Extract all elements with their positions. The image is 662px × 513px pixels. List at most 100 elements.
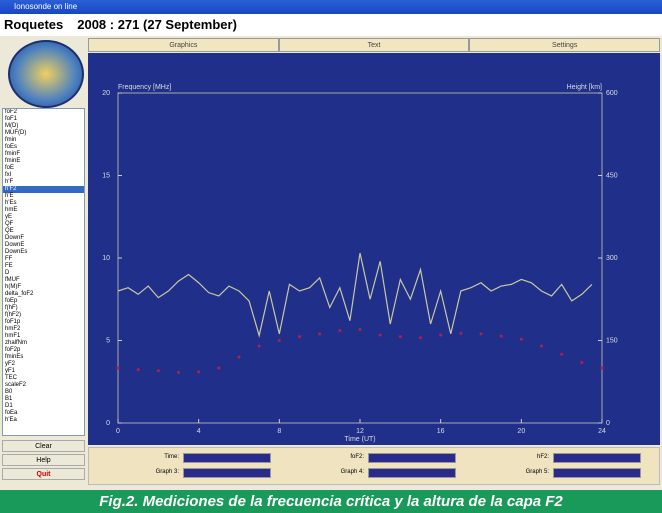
data-point <box>116 366 120 370</box>
title-bar: Ionosonde on line <box>0 0 662 14</box>
parameter-item[interactable]: yF2 <box>5 361 16 367</box>
data-point <box>419 336 422 340</box>
data-point <box>580 361 584 364</box>
x-tick-label: 8 <box>277 428 281 435</box>
parameter-item[interactable]: yE <box>5 214 13 220</box>
button[interactable]: Help <box>2 454 85 466</box>
y-tick-label: 15 <box>102 173 110 180</box>
field-box <box>553 453 641 463</box>
parameter-item[interactable]: foF2p <box>5 347 21 353</box>
parameter-item[interactable]: M(D) <box>5 123 19 129</box>
parameter-item[interactable]: D1 <box>5 403 13 409</box>
field-box <box>553 468 641 478</box>
parameter-item[interactable]: hmF2 <box>5 326 21 332</box>
station: Roquetes <box>4 17 64 32</box>
parameter-item[interactable]: fminF <box>5 151 20 157</box>
data-point <box>519 337 523 341</box>
field-box <box>183 453 271 463</box>
data-point <box>560 352 564 356</box>
parameter-item[interactable]: fminE <box>5 158 21 164</box>
parameter-item[interactable]: hmF1 <box>5 333 21 339</box>
parameter-item[interactable]: foF1 <box>5 116 18 122</box>
parameter-item[interactable]: DownF <box>5 235 25 241</box>
parameter-item[interactable]: h'E <box>5 193 14 199</box>
parameter-item[interactable]: h'Es <box>5 200 17 206</box>
parameter-item[interactable]: foEs <box>5 144 18 150</box>
y2-tick-label: 300 <box>606 255 618 262</box>
x-axis-label: Time (UT) <box>344 436 375 443</box>
parameter-item[interactable]: B0 <box>5 389 13 395</box>
parameter-item[interactable]: QE <box>5 228 14 234</box>
parameter-item[interactable]: DownEs <box>5 249 28 255</box>
parameter-item[interactable]: foEp <box>5 298 18 304</box>
parameter-item[interactable]: h'Ea <box>5 417 17 423</box>
parameter-item[interactable]: f(hF) <box>5 305 18 311</box>
parameter-item[interactable]: MUF(D) <box>5 130 27 136</box>
parameter-item[interactable]: f(hF2) <box>5 312 22 318</box>
data-point <box>459 331 463 335</box>
data-point <box>197 370 201 374</box>
parameter-item[interactable]: delta_foF2 <box>5 291 34 297</box>
y-tick-label: 5 <box>106 338 110 345</box>
tab[interactable]: Settings <box>469 38 661 52</box>
parameter-item[interactable]: DownE <box>5 242 25 248</box>
field-box <box>368 453 456 463</box>
field-label: hF2: <box>536 454 549 460</box>
y2-tick-label: 0 <box>606 420 610 427</box>
parameter-list[interactable]: foF2 foF1 M(D) MUF(D) fmin foEs fminF fminE foE f… <box>2 108 85 436</box>
fields-panel: Time: foF2: hF2: Graph 3: Graph 4: Graph 5: <box>88 447 660 485</box>
button[interactable]: Clear <box>2 440 85 452</box>
tab[interactable]: Graphics <box>88 38 279 52</box>
x-tick-label: 12 <box>356 428 364 435</box>
button[interactable]: Quit <box>2 468 85 480</box>
plot-background <box>88 53 660 445</box>
parameter-item[interactable]: fminEs <box>5 354 24 360</box>
parameter-item[interactable]: yF1 <box>5 368 16 374</box>
logo <box>8 40 84 108</box>
parameter-item[interactable]: QF <box>5 221 14 227</box>
data-point <box>318 332 322 336</box>
field-label: Time: <box>164 454 179 460</box>
parameter-item[interactable]: zhalfNm <box>5 340 28 346</box>
data-point <box>237 355 241 359</box>
parameter-item[interactable]: TEC <box>5 375 17 381</box>
tabs: Graphics Text Settings <box>88 38 661 52</box>
x-tick-label: 4 <box>197 428 201 435</box>
chart: 0 5 10 15 20 0 150 300 450 600 0 4 8 12 16 20 24 Frequenc… <box>88 53 660 445</box>
data-point <box>298 335 301 339</box>
data-point <box>439 333 443 337</box>
parameter-item[interactable]: foF2 <box>5 109 18 115</box>
header: Roquetes 2008 : 271 (27 September) <box>0 14 662 36</box>
parameter-item[interactable]: fmin <box>5 137 17 143</box>
parameter-item[interactable]: scaleF2 <box>5 382 27 388</box>
parameter-item[interactable]: D <box>5 270 10 276</box>
parameter-item[interactable]: FE <box>5 263 13 269</box>
field-label: Graph 3: <box>155 469 179 475</box>
data-point <box>217 366 221 370</box>
data-point <box>600 366 604 370</box>
parameter-item[interactable]: foE <box>5 165 15 171</box>
data-point <box>479 332 483 336</box>
parameter-item[interactable]: h'F <box>5 179 14 185</box>
y-tick-label: 20 <box>102 90 110 97</box>
parameter-item[interactable]: foF1p <box>5 319 21 325</box>
parameter-item[interactable]: fxI <box>5 172 12 178</box>
data-point <box>277 339 281 342</box>
parameter-item[interactable]: fMUF <box>5 277 20 283</box>
field-label: Graph 5: <box>525 469 549 475</box>
parameter-item[interactable]: h'F2 <box>3 186 84 193</box>
data-point <box>499 334 503 338</box>
parameter-item[interactable]: FF <box>5 256 13 262</box>
data-point <box>257 344 261 348</box>
parameter-item[interactable]: h(M)F <box>5 284 21 290</box>
field-box <box>183 468 271 478</box>
parameter-item[interactable]: hmE <box>5 207 18 213</box>
tab[interactable]: Text <box>278 38 470 52</box>
caption: Fig.2. Mediciones de la frecuencia críti… <box>0 490 662 513</box>
y-tick-label: 0 <box>106 420 110 427</box>
y2-tick-label: 450 <box>606 173 618 180</box>
data-point <box>398 335 402 339</box>
parameter-item[interactable]: B1 <box>5 396 13 402</box>
parameter-item[interactable]: foEa <box>5 410 18 416</box>
